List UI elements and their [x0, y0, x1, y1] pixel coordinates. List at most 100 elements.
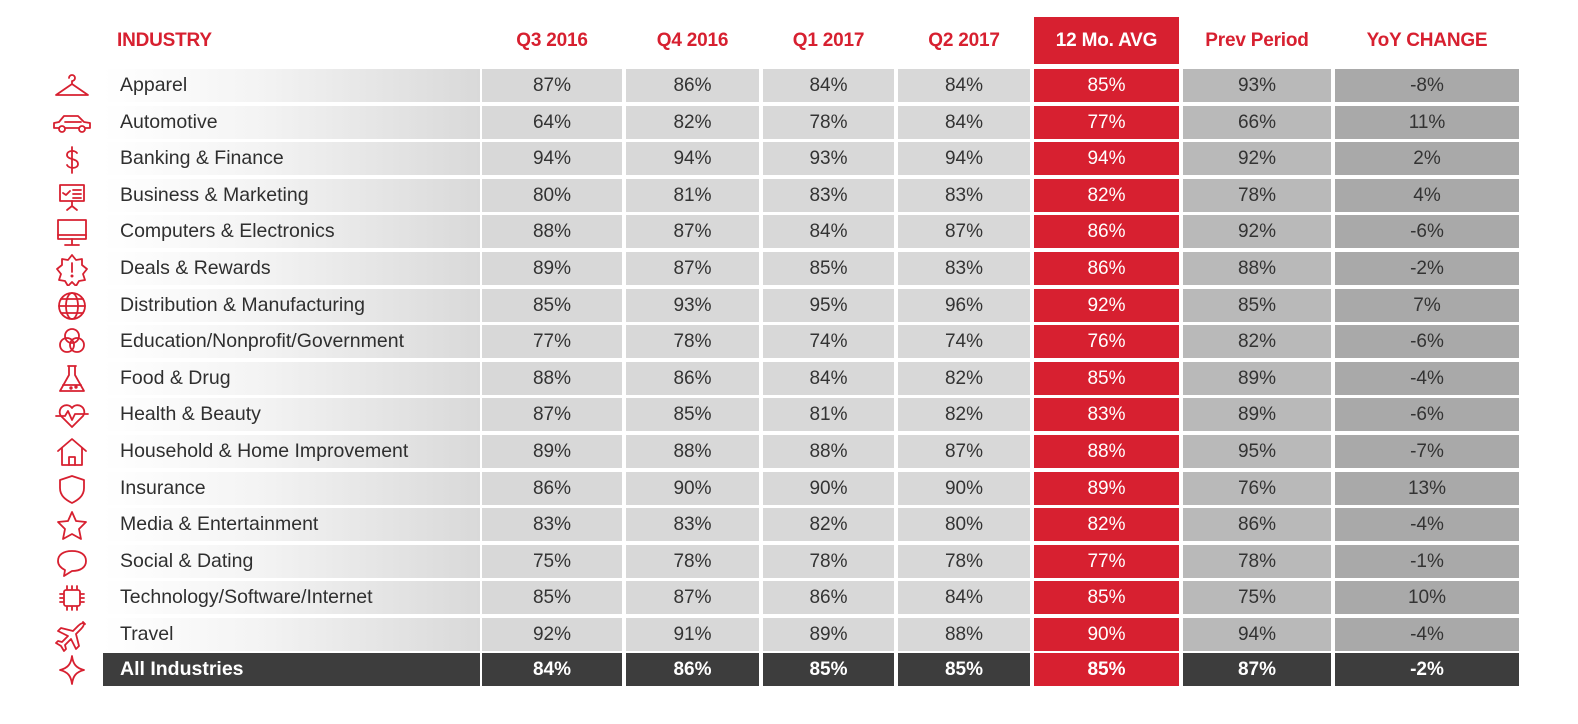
cell-12mo-avg: 77%: [1034, 545, 1179, 578]
cell-yoy-change: -7%: [1335, 435, 1519, 468]
cell-q1-2017: 89%: [763, 618, 894, 651]
cell-q2-2017: 83%: [898, 179, 1030, 212]
header-yoy-change: YoY CHANGE: [1366, 30, 1488, 51]
cell-prev-period: 82%: [1183, 325, 1331, 358]
cell-12mo-avg: 76%: [1034, 325, 1179, 358]
cell-q4-2016: 86%: [626, 653, 759, 686]
cell-q4-2016: 78%: [626, 325, 759, 358]
cell-yoy-change: 7%: [1335, 289, 1519, 322]
cell-prev-period: 95%: [1183, 435, 1331, 468]
industry-label: Social & Dating: [103, 545, 480, 578]
header-industry: INDUSTRY: [117, 30, 212, 51]
industry-label: Distribution & Manufacturing: [103, 289, 480, 322]
cell-yoy-change: -1%: [1335, 545, 1519, 578]
cell-12mo-avg: 85%: [1034, 581, 1179, 614]
cell-q3-2016: 77%: [482, 325, 622, 358]
cell-q4-2016: 94%: [626, 142, 759, 175]
cell-12mo-avg: 90%: [1034, 618, 1179, 651]
cell-q4-2016: 88%: [626, 435, 759, 468]
cell-q3-2016: 87%: [482, 69, 622, 102]
cell-q3-2016: 88%: [482, 362, 622, 395]
cell-q4-2016: 82%: [626, 106, 759, 139]
header-q3-2016: Q3 2016: [516, 30, 588, 51]
cell-12mo-avg: 88%: [1034, 435, 1179, 468]
cell-12mo-avg: 85%: [1034, 69, 1179, 102]
cell-prev-period: 87%: [1183, 653, 1331, 686]
header-divider: [103, 66, 1519, 67]
cell-q3-2016: 85%: [482, 581, 622, 614]
house-icon: [50, 435, 94, 469]
cell-q3-2016: 88%: [482, 215, 622, 248]
cell-prev-period: 89%: [1183, 362, 1331, 395]
cell-q4-2016: 87%: [626, 215, 759, 248]
cell-yoy-change: -6%: [1335, 398, 1519, 431]
cell-q3-2016: 75%: [482, 545, 622, 578]
industry-label: Technology/Software/Internet: [103, 581, 480, 614]
cell-q2-2017: 78%: [898, 545, 1030, 578]
cell-yoy-change: -6%: [1335, 215, 1519, 248]
cell-q2-2017: 90%: [898, 472, 1030, 505]
industry-label: Health & Beauty: [103, 398, 480, 431]
cell-prev-period: 92%: [1183, 142, 1331, 175]
dollar-icon: [50, 142, 94, 176]
cell-yoy-change: -2%: [1335, 252, 1519, 285]
cell-prev-period: 85%: [1183, 289, 1331, 322]
cell-q4-2016: 78%: [626, 545, 759, 578]
cell-yoy-change: 11%: [1335, 106, 1519, 139]
cell-prev-period: 78%: [1183, 179, 1331, 212]
cell-q4-2016: 91%: [626, 618, 759, 651]
cell-q2-2017: 85%: [898, 653, 1030, 686]
cell-q1-2017: 90%: [763, 472, 894, 505]
cell-prev-period: 86%: [1183, 508, 1331, 541]
cell-q2-2017: 87%: [898, 215, 1030, 248]
cell-q1-2017: 78%: [763, 106, 894, 139]
cell-q3-2016: 94%: [482, 142, 622, 175]
cell-yoy-change: -4%: [1335, 508, 1519, 541]
cell-12mo-avg: 82%: [1034, 179, 1179, 212]
cell-q2-2017: 82%: [898, 362, 1030, 395]
presentation-board-icon: [50, 179, 94, 213]
industry-label: Banking & Finance: [103, 142, 480, 175]
cell-q4-2016: 87%: [626, 581, 759, 614]
hanger-icon: [50, 69, 94, 103]
industry-label: Media & Entertainment: [103, 508, 480, 541]
cell-q3-2016: 89%: [482, 252, 622, 285]
cell-yoy-change: -4%: [1335, 362, 1519, 395]
cell-12mo-avg: 85%: [1034, 653, 1179, 686]
industry-label: Household & Home Improvement: [103, 435, 480, 468]
cell-q4-2016: 81%: [626, 179, 759, 212]
cell-12mo-avg: 92%: [1034, 289, 1179, 322]
industry-label: Education/Nonprofit/Government: [103, 325, 480, 358]
cell-prev-period: 66%: [1183, 106, 1331, 139]
cell-yoy-change: -4%: [1335, 618, 1519, 651]
cell-q4-2016: 90%: [626, 472, 759, 505]
venn-circles-icon: [50, 325, 94, 359]
cell-q1-2017: 86%: [763, 581, 894, 614]
cell-yoy-change: -8%: [1335, 69, 1519, 102]
industry-label: Business & Marketing: [103, 179, 480, 212]
badge-alert-icon: [50, 252, 94, 286]
cell-yoy-change: -6%: [1335, 325, 1519, 358]
cell-q1-2017: 85%: [763, 252, 894, 285]
shield-icon: [50, 472, 94, 506]
cell-q4-2016: 86%: [626, 362, 759, 395]
car-icon: [50, 106, 94, 140]
cell-q1-2017: 95%: [763, 289, 894, 322]
cell-q3-2016: 80%: [482, 179, 622, 212]
speech-bubble-icon: [50, 545, 94, 579]
cell-prev-period: 88%: [1183, 252, 1331, 285]
cell-yoy-change: 13%: [1335, 472, 1519, 505]
cell-12mo-avg: 94%: [1034, 142, 1179, 175]
cell-q2-2017: 88%: [898, 618, 1030, 651]
sparkle-icon: [50, 653, 94, 687]
cell-q2-2017: 84%: [898, 106, 1030, 139]
monitor-icon: [50, 215, 94, 249]
header-12mo-avg: 12 Mo. AVG: [1034, 17, 1179, 64]
cell-q3-2016: 87%: [482, 398, 622, 431]
cell-q3-2016: 92%: [482, 618, 622, 651]
cell-q2-2017: 82%: [898, 398, 1030, 431]
industry-label: Apparel: [103, 69, 480, 102]
chip-icon: [50, 581, 94, 615]
industry-label: Travel: [103, 618, 480, 651]
